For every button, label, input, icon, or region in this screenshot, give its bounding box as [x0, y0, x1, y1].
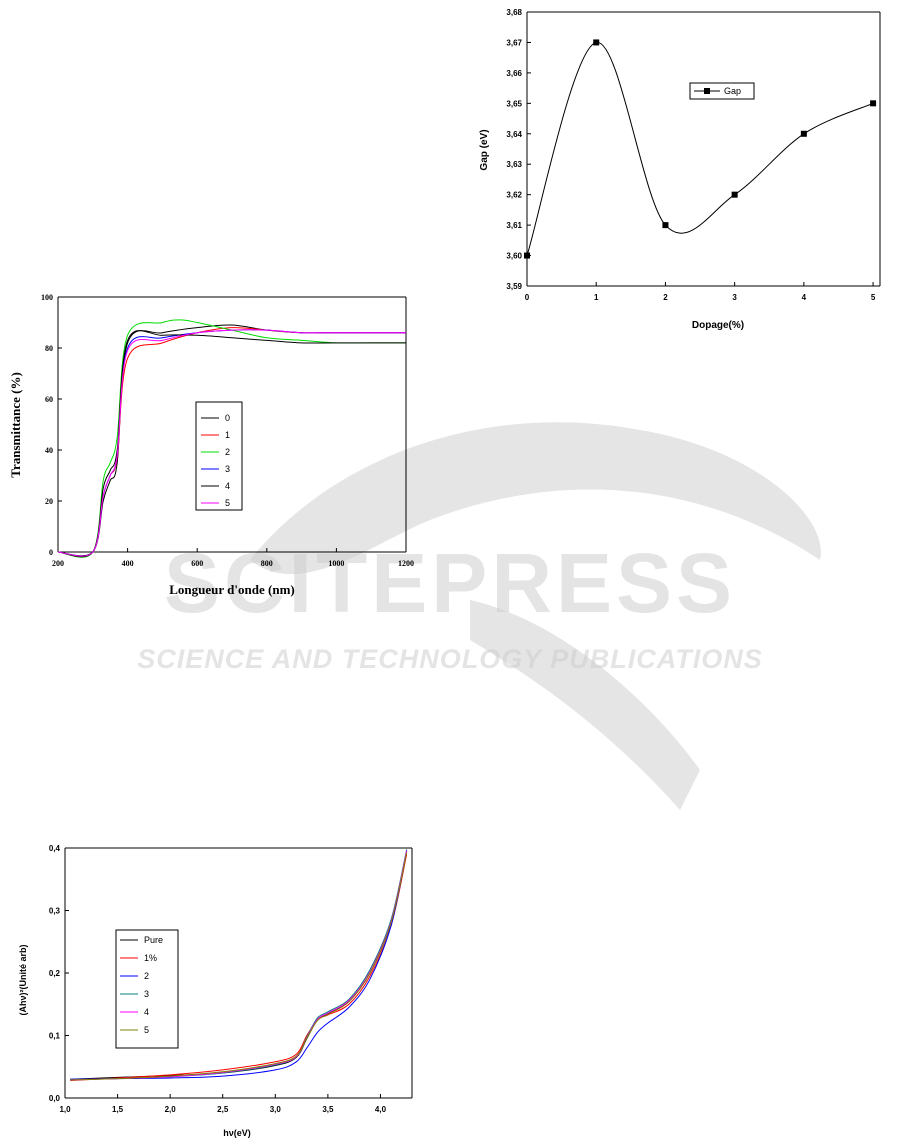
trans-x-tick-label: 1200	[398, 559, 414, 568]
trans-x-tick-label: 600	[191, 559, 203, 568]
trans-legend-label: 5	[225, 498, 230, 508]
tauc-y-tick-label: 0,1	[49, 1032, 61, 1041]
trans-x-tick-label: 1000	[328, 559, 344, 568]
trans-series-line	[57, 330, 406, 558]
trans-x-axis-label: Longueur d'onde (nm)	[169, 582, 294, 597]
trans-y-tick-label: 100	[41, 293, 53, 302]
gap-x-tick-label: 5	[871, 293, 876, 302]
gap-data-point	[593, 39, 600, 46]
tauc-x-tick-label: 2,5	[217, 1105, 229, 1114]
gap-y-axis-label: Gap (eV)	[479, 129, 490, 170]
gap-y-tick-label: 3,66	[506, 69, 522, 78]
tauc-legend: Pure 1% 2 3 4 5	[115, 929, 179, 1049]
trans-legend: 0 1 2 3 4 5	[195, 401, 243, 511]
trans-legend-label: 4	[225, 481, 230, 491]
tauc-x-tick-label: 1,5	[112, 1105, 124, 1114]
tauc-x-axis-label: hν(eV)	[223, 1128, 251, 1138]
gap-legend-marker	[704, 88, 710, 94]
trans-y-tick-label: 60	[45, 395, 53, 404]
gap-y-tick-label: 3,65	[506, 99, 522, 108]
tauc-x-tick-label: 1,0	[59, 1105, 71, 1114]
trans-y-axis-label: Transmittance (%)	[8, 372, 23, 478]
tauc-y-tick-label: 0,3	[49, 907, 61, 916]
trans-y-tick-label: 0	[49, 548, 53, 557]
tauc-x-tick-label: 4,0	[375, 1105, 387, 1114]
tauc-legend-label: 3	[144, 989, 149, 999]
gap-legend-box	[689, 82, 755, 100]
gap-x-tick-label: 4	[802, 293, 807, 302]
tauc-y-axis-label: (Ahν)²(Unité arb)	[18, 945, 28, 1016]
trans-legend-box	[195, 401, 243, 511]
gap-y-tick-label: 3,63	[506, 160, 522, 169]
gap-y-tick-label: 3,60	[506, 252, 522, 261]
gap-x-tick-label: 2	[663, 293, 668, 302]
trans-y-tick-label: 80	[45, 344, 53, 353]
tauc-series-line	[70, 854, 408, 1081]
gap-y-tick-label: 3,62	[506, 191, 522, 200]
tauc-y-tick-label: 0,4	[49, 844, 61, 853]
gap-y-tick-label: 3,67	[506, 38, 522, 47]
trans-y-tick-label: 20	[45, 497, 53, 506]
tauc-y-tick-label: 0,2	[49, 969, 61, 978]
trans-x-tick-label: 200	[52, 559, 64, 568]
gap-data-point	[800, 130, 807, 137]
tauc-legend-box	[115, 929, 179, 1049]
gap-y-tick-label: 3,68	[506, 8, 522, 17]
trans-y-tick-label: 40	[45, 446, 53, 455]
watermark-logo-shape	[250, 422, 821, 810]
tauc-legend-label: 2	[144, 971, 149, 981]
gap-legend-label: Gap	[724, 86, 741, 96]
trans-series-line	[57, 329, 406, 557]
tauc-x-tick-label: 3,0	[270, 1105, 282, 1114]
trans-legend-label: 0	[225, 413, 230, 423]
gap-y-tick-label: 3,59	[506, 282, 522, 291]
tauc-y-tick-label: 0,0	[49, 1094, 61, 1103]
gap-data-point	[870, 100, 877, 107]
trans-x-tick-label: 400	[122, 559, 134, 568]
tauc-legend-label: 4	[144, 1007, 149, 1017]
tauc-legend-label: Pure	[144, 935, 163, 945]
gap-series-line	[526, 41, 874, 256]
watermark-tagline: SCIENCE AND TECHNOLOGY PUBLICATIONS	[137, 644, 763, 674]
tauc-x-tick-label: 2,0	[165, 1105, 177, 1114]
gap-y-tick-label: 3,64	[506, 130, 522, 139]
gap-data-point	[524, 252, 530, 259]
trans-legend-label: 2	[225, 447, 230, 457]
gap-x-tick-label: 3	[732, 293, 737, 302]
gap-x-tick-label: 0	[525, 293, 530, 302]
trans-x-tick-label: 800	[261, 559, 273, 568]
gap-x-tick-label: 1	[594, 293, 599, 302]
tauc-plot-chart: 1,0 1,5 2,0 2,5 3,0 3,5 4,0 0,0 0,1 0,2 0,3 0,4 hν(…	[18, 844, 413, 1138]
trans-legend-label: 3	[225, 464, 230, 474]
gap-data-point	[662, 222, 669, 229]
trans-legend-label: 1	[225, 430, 230, 440]
tauc-x-tick-label: 3,5	[322, 1105, 334, 1114]
gap-legend: Gap	[689, 82, 755, 100]
tauc-legend-label: 5	[144, 1025, 149, 1035]
gap-vs-doping-chart: 0 1 2 3 4 5 3,59 3,60 3,61 3,62 3,63 3,64 3,65 3,66 3,…	[479, 8, 881, 331]
tauc-series-line	[70, 850, 408, 1080]
tauc-legend-label: 1%	[144, 953, 157, 963]
watermark: SCITEPRESS SCIENCE AND TECHNOLOGY PUBLIC…	[137, 422, 821, 810]
gap-y-tick-label: 3,61	[506, 221, 522, 230]
gap-data-point	[731, 191, 738, 198]
gap-x-axis-label: Dopage(%)	[692, 320, 744, 331]
tauc-series-line	[70, 852, 408, 1081]
trans-series-line	[57, 319, 406, 558]
